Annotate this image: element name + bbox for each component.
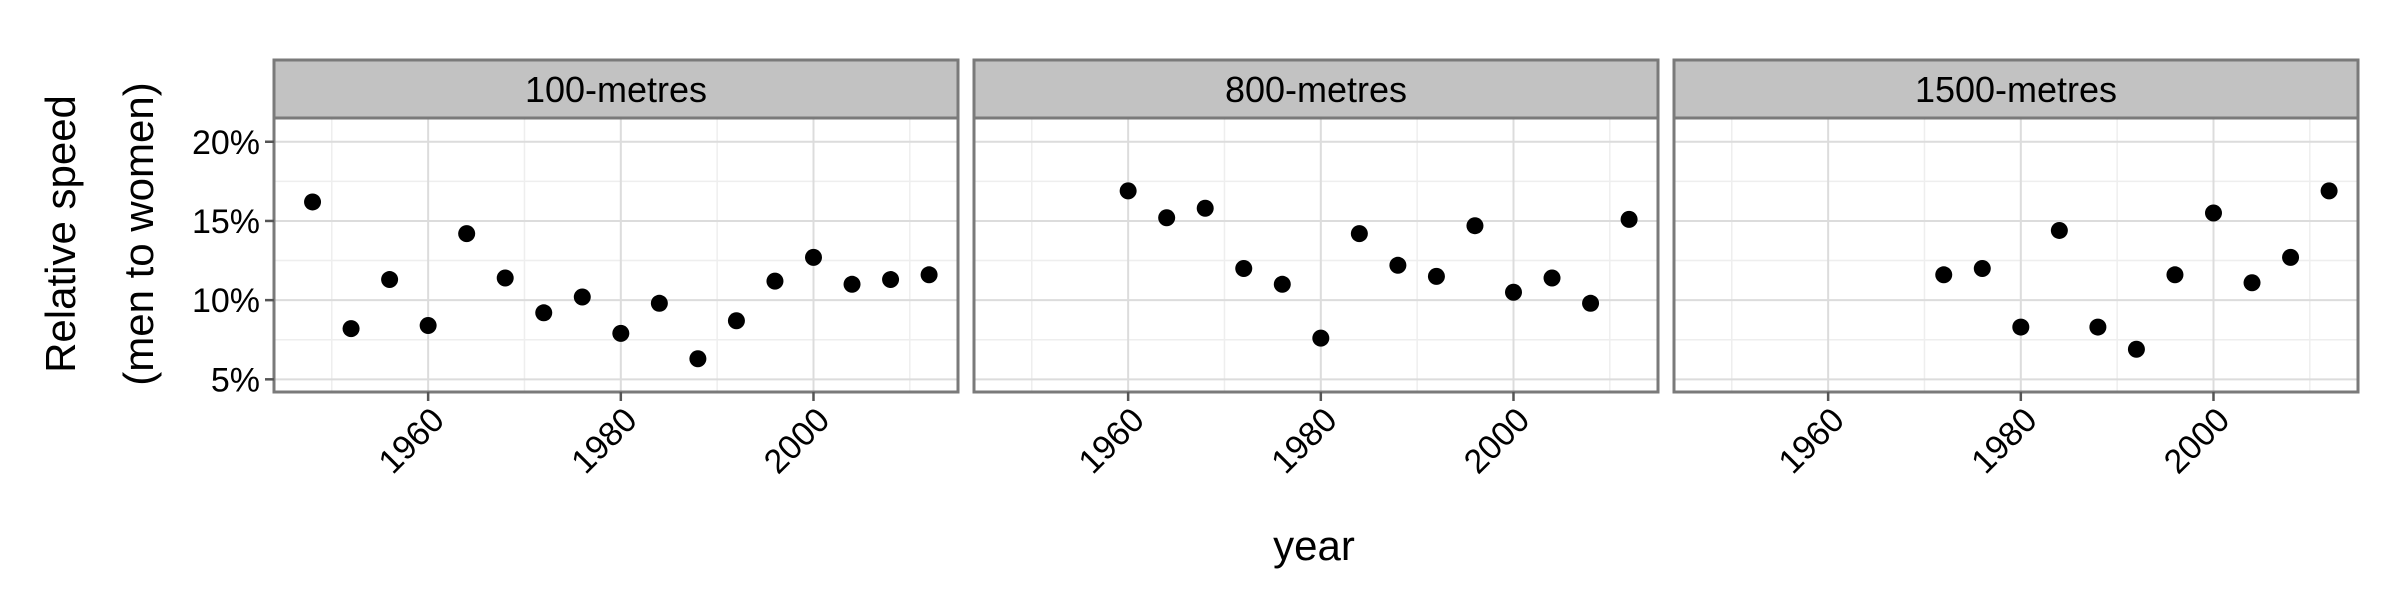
x-tick-label: 2000	[2157, 401, 2237, 481]
x-tick-label: 2000	[1457, 401, 1537, 481]
data-point	[2204, 204, 2222, 222]
data-point	[882, 271, 900, 289]
data-point	[2320, 182, 2338, 200]
data-point	[535, 304, 553, 322]
data-point	[1935, 266, 1953, 284]
data-point	[1273, 275, 1291, 293]
x-tick-label: 1960	[1771, 401, 1851, 481]
panel-title: 100-metres	[525, 69, 707, 110]
data-point	[843, 275, 861, 293]
data-point	[496, 269, 514, 287]
plot-background	[1674, 118, 2358, 392]
data-point	[1620, 210, 1638, 228]
data-point	[2012, 318, 2030, 336]
data-point	[2127, 340, 2145, 358]
data-point	[342, 320, 360, 338]
data-point	[304, 193, 322, 211]
x-axis-title: year	[1273, 522, 1355, 569]
data-point	[612, 324, 630, 342]
panel-1: 100-metres 1960 1980 2000 5% 10% 15% 20%	[192, 58, 960, 481]
y-axis-title-line-1: Relative speed	[37, 95, 84, 373]
data-point	[1389, 256, 1407, 274]
x-tick-label: 2000	[757, 401, 837, 481]
data-point	[458, 225, 476, 243]
x-tick-label: 1960	[371, 401, 451, 481]
data-point	[419, 316, 437, 334]
x-tick-label: 1980	[1264, 401, 1344, 481]
data-point	[1582, 294, 1600, 312]
x-tick-label: 1980	[564, 401, 644, 481]
panel-border	[972, 116, 1660, 394]
y-tick-label: 15%	[192, 203, 260, 241]
data-point	[1235, 259, 1253, 277]
panel-border	[1672, 116, 2360, 394]
data-point	[2243, 274, 2261, 292]
data-point	[766, 272, 784, 290]
data-point	[2089, 318, 2107, 336]
panel-strip	[272, 58, 960, 120]
panel-2: 800-metres 1960 1980 2000	[972, 58, 1660, 481]
data-point	[381, 271, 399, 289]
y-tick-label: 10%	[192, 282, 260, 320]
data-point	[2282, 248, 2300, 266]
data-point	[1543, 269, 1561, 287]
data-point	[1158, 209, 1176, 227]
data-point	[1973, 259, 1991, 277]
x-tick-label: 1960	[1071, 401, 1151, 481]
panel-title: 800-metres	[1225, 69, 1407, 110]
data-point	[573, 288, 591, 306]
plot-background	[274, 118, 958, 392]
data-point	[727, 312, 745, 330]
data-point	[2050, 221, 2068, 239]
data-point	[2166, 266, 2184, 284]
panel-border	[272, 116, 960, 394]
data-point	[1312, 329, 1330, 347]
data-point	[804, 248, 822, 266]
data-point	[1196, 199, 1214, 217]
axis-titles: Relative speed (men to women) year	[37, 82, 1355, 569]
data-point	[1350, 225, 1368, 243]
panel-3: 1500-metres 1960 1980 2000	[1672, 58, 2360, 481]
x-tick-label: 1980	[1964, 401, 2044, 481]
data-point	[1504, 283, 1522, 301]
data-point	[1466, 217, 1484, 235]
panel-title: 1500-metres	[1915, 69, 2117, 110]
data-point	[1427, 267, 1445, 285]
data-point	[1119, 182, 1137, 200]
data-point	[650, 294, 668, 312]
panels-layer: 100-metres 1960 1980 2000 5% 10% 15% 20% 800-met…	[192, 58, 2360, 481]
y-tick-label: 20%	[192, 124, 260, 162]
plot-background	[974, 118, 1658, 392]
data-point	[689, 350, 707, 368]
y-axis-title-line-2: (men to women)	[115, 82, 162, 385]
panel-strip	[972, 58, 1660, 120]
y-tick-label: 5%	[211, 361, 260, 399]
data-point	[920, 266, 938, 284]
